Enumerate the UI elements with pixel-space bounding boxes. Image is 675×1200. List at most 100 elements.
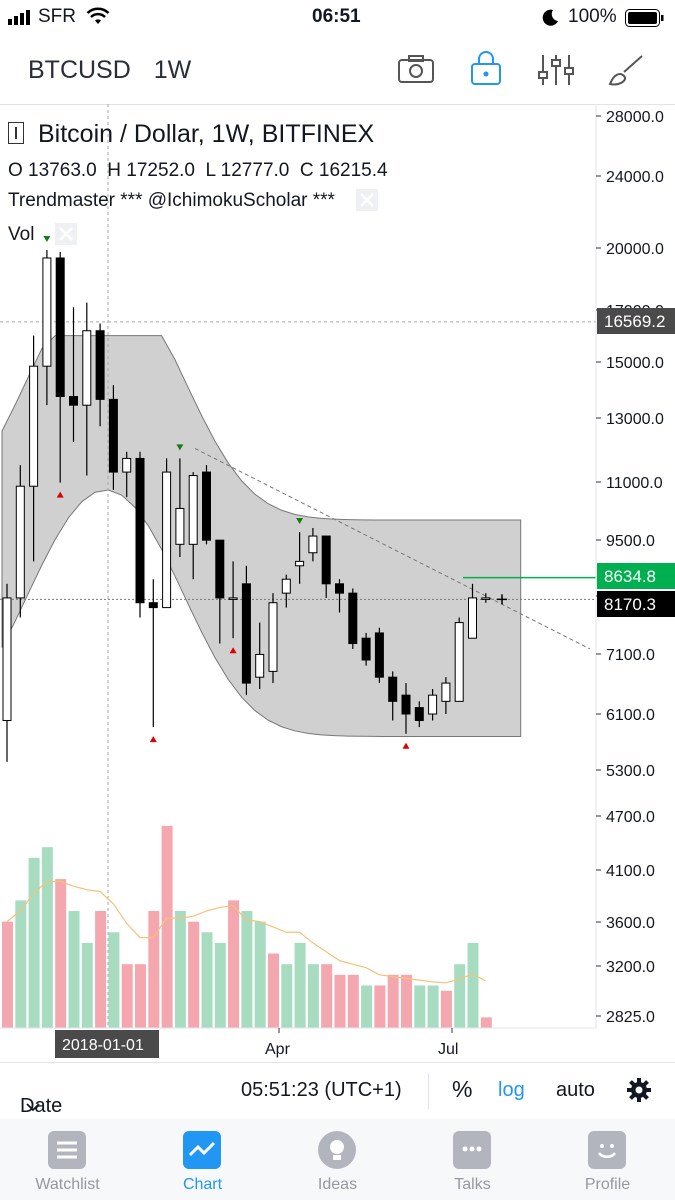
indicator-label[interactable]: Trendmaster *** @IchimokuScholar *** bbox=[8, 190, 335, 211]
candle-body bbox=[361, 637, 371, 661]
moon-icon bbox=[540, 7, 560, 33]
candle-body bbox=[335, 583, 344, 594]
buy-signal-marker bbox=[229, 647, 237, 654]
volume-label[interactable]: Vol bbox=[8, 224, 35, 245]
volume-bar bbox=[401, 974, 412, 1028]
price-tick-label: 4700.0 bbox=[606, 809, 655, 826]
volume-bar bbox=[347, 974, 359, 1028]
candle-body bbox=[148, 602, 158, 609]
tab-label: Ideas bbox=[317, 1176, 358, 1193]
volume-bar bbox=[268, 953, 279, 1028]
volume-bar bbox=[321, 964, 333, 1028]
percent-scale-toggle[interactable]: % bbox=[452, 1076, 473, 1102]
buy-signal-marker bbox=[402, 742, 410, 749]
buy-signal-marker bbox=[56, 491, 64, 498]
price-tick-label: 13000.0 bbox=[606, 411, 664, 428]
candle-body bbox=[468, 597, 477, 639]
tab-label: Profile bbox=[584, 1176, 631, 1193]
battery-icon bbox=[625, 9, 665, 33]
legend-collapse-icon[interactable] bbox=[8, 122, 24, 144]
candle-body bbox=[69, 395, 78, 406]
volume-bar bbox=[28, 857, 40, 1028]
candle-body bbox=[308, 535, 318, 554]
auto-scale-toggle[interactable]: auto bbox=[556, 1079, 595, 1101]
settings-gear-icon[interactable] bbox=[626, 1077, 652, 1109]
volume-bar bbox=[334, 974, 346, 1028]
symbol-selector[interactable]: BTCUSD 1W bbox=[28, 56, 191, 85]
tab-profile[interactable]: Profile bbox=[540, 1119, 675, 1200]
price-tick-label: 28000.0 bbox=[606, 109, 664, 126]
profile-icon bbox=[588, 1131, 626, 1169]
volume-bar bbox=[55, 879, 67, 1028]
volume-bar bbox=[454, 964, 466, 1028]
candle-body bbox=[228, 597, 238, 600]
time-tick-label: Jul bbox=[438, 1041, 458, 1058]
volume-bar bbox=[188, 921, 200, 1028]
volume-bar bbox=[374, 985, 386, 1028]
candle-body bbox=[348, 592, 358, 645]
tab-ideas[interactable]: Ideas bbox=[270, 1119, 405, 1200]
candle-body bbox=[15, 485, 25, 599]
volume-bar bbox=[95, 911, 107, 1028]
candle-body bbox=[175, 507, 185, 545]
volume-bar bbox=[68, 911, 80, 1028]
crosshair-price-label: 16569.2 bbox=[604, 312, 665, 331]
candle-body bbox=[268, 602, 278, 672]
camera-icon[interactable] bbox=[394, 50, 438, 90]
candle-body bbox=[241, 583, 251, 684]
volume-bar bbox=[467, 942, 479, 1028]
log-scale-toggle[interactable]: log bbox=[498, 1079, 525, 1101]
indicators-icon[interactable] bbox=[534, 50, 578, 90]
candle-body bbox=[82, 330, 92, 406]
chart-bottom-bar: Date Range 05:51:23 (UTC+1) % log auto bbox=[0, 1062, 675, 1140]
price-chart[interactable]: 28000.024000.020000.017000.015000.013000… bbox=[0, 104, 675, 1060]
wifi-icon bbox=[86, 7, 110, 31]
candle-body bbox=[215, 539, 225, 599]
chart-toolbar: BTCUSD 1W bbox=[0, 36, 675, 105]
chart-area[interactable]: 28000.024000.020000.017000.015000.013000… bbox=[0, 104, 675, 1060]
carrier-name: SFR bbox=[38, 6, 76, 27]
volume-bar bbox=[108, 932, 120, 1028]
price-tick-label: 11000.0 bbox=[606, 475, 663, 492]
volume-close-icon[interactable] bbox=[55, 223, 77, 245]
volume-bar bbox=[427, 985, 439, 1028]
divider bbox=[428, 1073, 429, 1109]
interval-label[interactable]: 1W bbox=[153, 56, 192, 84]
price-tick-label: 5300.0 bbox=[606, 763, 655, 780]
signal-icon bbox=[8, 9, 36, 31]
chart-icon bbox=[183, 1131, 221, 1169]
tab-chart[interactable]: Chart bbox=[135, 1119, 270, 1200]
tab-watchlist[interactable]: Watchlist bbox=[0, 1119, 135, 1200]
volume-bar bbox=[2, 921, 13, 1028]
candle-body bbox=[481, 597, 491, 600]
volume-bar bbox=[15, 900, 27, 1028]
volume-bar bbox=[281, 964, 293, 1028]
candle-body bbox=[108, 398, 118, 473]
price-tick-label: 2825.0 bbox=[606, 1009, 655, 1026]
volume-bar bbox=[174, 911, 186, 1028]
tab-label: Talks bbox=[454, 1176, 491, 1193]
ideas-icon bbox=[318, 1131, 356, 1169]
buy-signal-marker bbox=[149, 736, 157, 743]
price-tick-label: 3600.0 bbox=[606, 915, 655, 932]
tab-label: Chart bbox=[182, 1176, 223, 1193]
lock-icon[interactable] bbox=[464, 50, 508, 90]
tab-label: Watchlist bbox=[35, 1176, 100, 1193]
indicator-close-icon[interactable] bbox=[356, 189, 378, 211]
session-time: 05:51:23 (UTC+1) bbox=[241, 1079, 402, 1101]
volume-bar bbox=[228, 900, 240, 1028]
volume-bar bbox=[440, 990, 452, 1028]
candle-body bbox=[374, 632, 384, 678]
volume-bar bbox=[361, 985, 373, 1028]
sell-signal-marker bbox=[176, 444, 184, 451]
volume-bar bbox=[135, 964, 146, 1028]
candle-body bbox=[441, 682, 451, 702]
volume-bar bbox=[81, 942, 93, 1028]
volume-bar bbox=[148, 911, 160, 1028]
ohlc-readout: O 13763.0 H 17252.0 L 12777.0 C 16215.4 bbox=[8, 160, 388, 181]
talks-icon bbox=[453, 1131, 491, 1169]
candle-body bbox=[42, 257, 52, 367]
tab-talks[interactable]: Talks bbox=[405, 1119, 540, 1200]
drawing-tool-icon[interactable] bbox=[604, 50, 648, 90]
sell-signal-marker bbox=[296, 517, 304, 524]
